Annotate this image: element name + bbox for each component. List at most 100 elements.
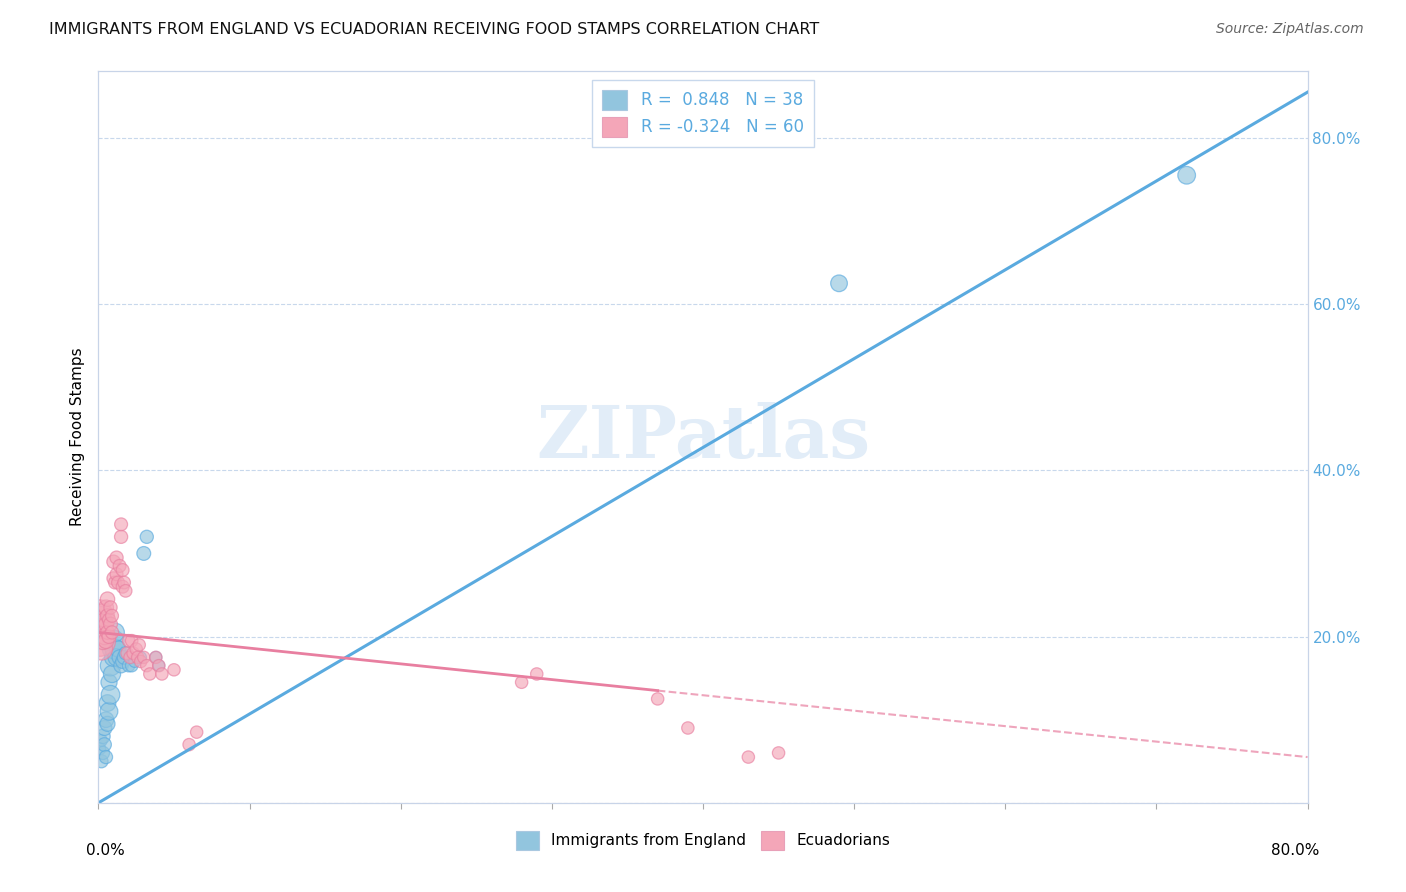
Point — [98, 613, 121, 627]
Y-axis label: Receiving Food Stamps: Receiving Food Stamps — [70, 348, 86, 526]
Point — [128, 638, 150, 652]
Point — [91, 605, 114, 619]
Point — [110, 517, 132, 532]
Point — [107, 642, 129, 657]
Point — [132, 546, 155, 560]
Point — [125, 642, 148, 657]
Point — [94, 633, 117, 648]
Point — [132, 650, 155, 665]
Point — [186, 725, 208, 739]
Point — [127, 650, 149, 665]
Point — [114, 583, 136, 598]
Point — [90, 733, 112, 747]
Point — [94, 713, 117, 727]
Point — [148, 658, 170, 673]
Text: 0.0%: 0.0% — [86, 843, 125, 858]
Point — [163, 663, 186, 677]
Point — [94, 600, 117, 615]
Point — [118, 633, 141, 648]
Point — [89, 741, 111, 756]
Point — [115, 646, 138, 660]
Point — [103, 650, 125, 665]
Point — [145, 650, 167, 665]
Point — [91, 633, 114, 648]
Point — [91, 729, 114, 743]
Point — [526, 667, 548, 681]
Point — [676, 721, 699, 735]
Point — [103, 633, 125, 648]
Point — [139, 667, 162, 681]
Point — [96, 716, 118, 731]
Point — [108, 650, 131, 665]
Point — [100, 600, 122, 615]
Text: IMMIGRANTS FROM ENGLAND VS ECUADORIAN RECEIVING FOOD STAMPS CORRELATION CHART: IMMIGRANTS FROM ENGLAND VS ECUADORIAN RE… — [49, 22, 820, 37]
Point — [150, 667, 173, 681]
Point — [91, 746, 114, 760]
Point — [89, 633, 111, 648]
Point — [737, 750, 759, 764]
Point — [103, 555, 125, 569]
Point — [98, 630, 121, 644]
Point — [105, 650, 128, 665]
Point — [101, 608, 124, 623]
Point — [135, 530, 157, 544]
Point — [121, 633, 143, 648]
Point — [828, 277, 851, 291]
Point — [96, 696, 118, 710]
Point — [90, 608, 112, 623]
Point — [110, 658, 132, 673]
Point — [121, 658, 143, 673]
Point — [105, 550, 128, 565]
Point — [104, 625, 127, 640]
Point — [101, 642, 124, 657]
Point — [94, 750, 117, 764]
Text: ZIPatlas: ZIPatlas — [536, 401, 870, 473]
Point — [100, 688, 122, 702]
Point — [89, 617, 111, 632]
Point — [98, 705, 121, 719]
Point — [118, 658, 141, 673]
Point — [111, 655, 134, 669]
Point — [93, 630, 115, 644]
Point — [93, 738, 115, 752]
Point — [96, 625, 118, 640]
Point — [114, 646, 136, 660]
Point — [100, 658, 122, 673]
Point — [179, 738, 201, 752]
Point — [122, 646, 145, 660]
Point — [96, 592, 118, 607]
Point — [647, 692, 669, 706]
Text: 80.0%: 80.0% — [1271, 843, 1320, 858]
Point — [1175, 168, 1198, 182]
Point — [94, 617, 117, 632]
Point — [90, 642, 112, 657]
Point — [112, 650, 135, 665]
Point — [768, 746, 790, 760]
Point — [98, 675, 121, 690]
Point — [103, 571, 125, 585]
Point — [105, 567, 128, 582]
Point — [96, 608, 118, 623]
Point — [90, 621, 112, 635]
Point — [100, 617, 122, 632]
Legend: Immigrants from England, Ecuadorians: Immigrants from England, Ecuadorians — [508, 823, 898, 857]
Point — [112, 575, 135, 590]
Point — [101, 625, 124, 640]
Point — [101, 667, 124, 681]
Point — [148, 658, 170, 673]
Point — [104, 575, 127, 590]
Text: Source: ZipAtlas.com: Source: ZipAtlas.com — [1216, 22, 1364, 37]
Point — [93, 613, 115, 627]
Point — [124, 655, 146, 669]
Point — [108, 558, 131, 573]
Point — [104, 642, 127, 657]
Point — [111, 580, 134, 594]
Point — [145, 650, 167, 665]
Point — [107, 575, 129, 590]
Point — [91, 617, 114, 632]
Point — [111, 563, 134, 577]
Point — [129, 655, 152, 669]
Point — [93, 721, 115, 735]
Point — [510, 675, 533, 690]
Point — [135, 658, 157, 673]
